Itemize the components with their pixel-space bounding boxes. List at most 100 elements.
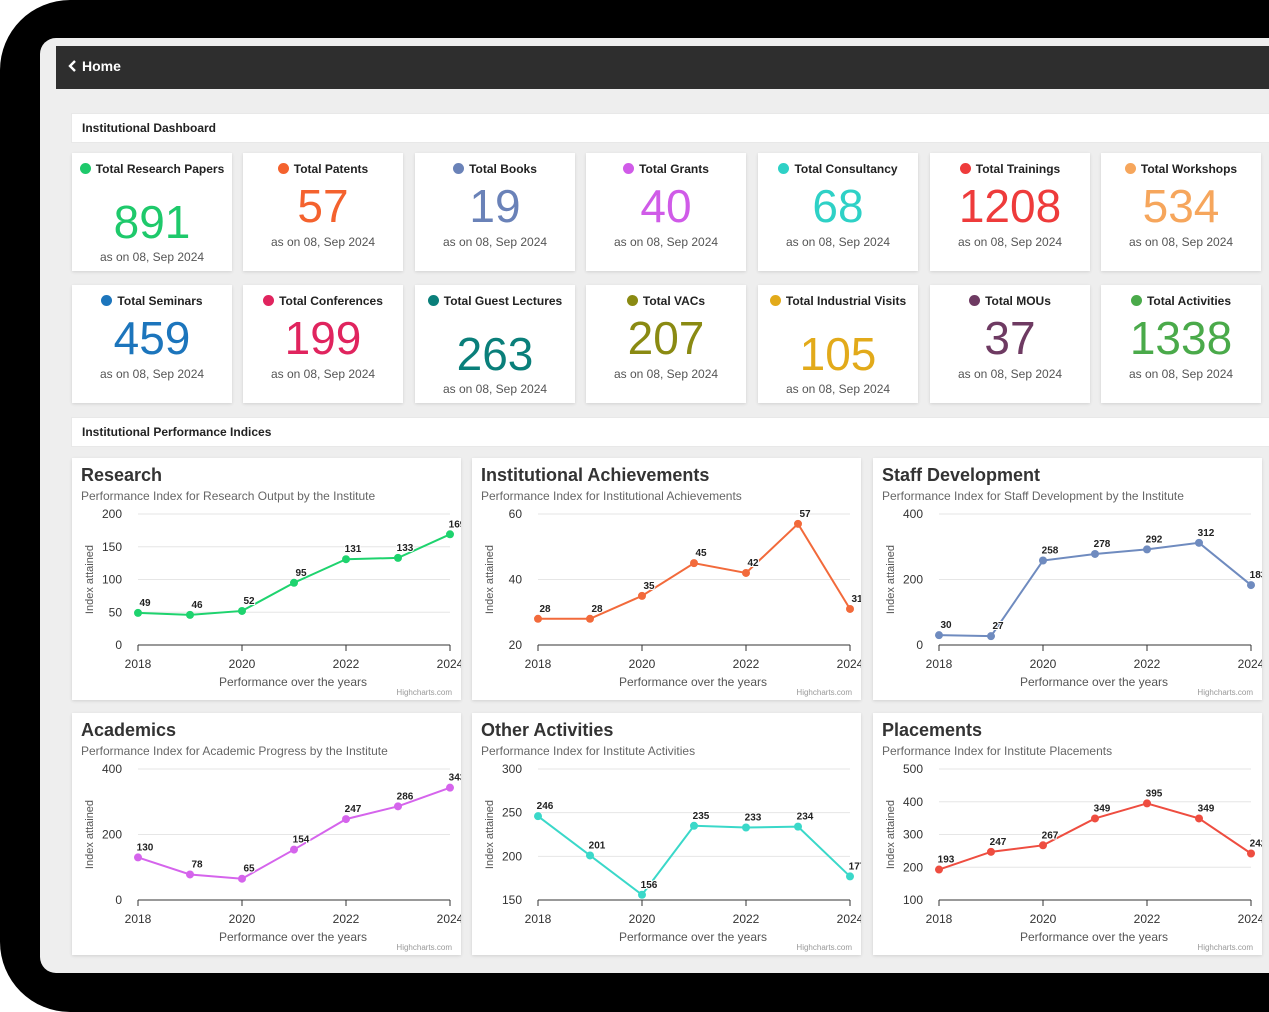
data-point[interactable] — [342, 555, 350, 564]
chart-card[interactable]: 150 200 250 300 2018 2020 2022 2024 Performance … — [472, 713, 861, 955]
data-point[interactable] — [935, 631, 943, 640]
stat-label-text: Total Grants — [639, 162, 709, 176]
data-point[interactable] — [690, 821, 698, 830]
stat-card[interactable]: Total Trainings 1208 as on 08, Sep 2024 — [930, 153, 1090, 271]
data-point[interactable] — [586, 851, 594, 860]
chart-title: Placements — [882, 720, 983, 740]
stat-card[interactable]: Total Books 19 as on 08, Sep 2024 — [415, 153, 575, 271]
data-point[interactable] — [1143, 799, 1151, 808]
stat-card[interactable]: Total Industrial Visits 105 as on 08, Sep … — [758, 285, 918, 403]
chart-credit[interactable]: Highcharts.com — [396, 688, 452, 697]
data-point[interactable] — [134, 853, 142, 862]
data-point[interactable] — [846, 872, 854, 881]
data-point[interactable] — [1195, 814, 1203, 823]
stat-date: as on 08, Sep 2024 — [99, 250, 205, 264]
chart-card[interactable]: 0 200 400 2018 2020 2022 2024 Performance over … — [873, 458, 1262, 700]
line-chart: 0 200 400 2018 2020 2022 2024 Performance over … — [885, 507, 1262, 689]
chart-credit[interactable]: Highcharts.com — [796, 688, 852, 697]
data-point[interactable] — [1247, 849, 1255, 858]
stat-value: 534 — [1142, 180, 1220, 232]
data-point[interactable] — [586, 614, 594, 623]
chart-credit[interactable]: Highcharts.com — [1197, 943, 1253, 952]
x-axis-label: Performance over the years — [1020, 930, 1168, 944]
y-tick-label: 150 — [502, 893, 522, 907]
stat-label-text: Total Activities — [1146, 294, 1232, 308]
chart-credit[interactable]: Highcharts.com — [796, 943, 852, 952]
chart-card[interactable]: 20 40 60 2018 2020 2022 2024 Performance over t… — [472, 458, 861, 700]
stat-card[interactable]: Total Consultancy 68 as on 08, Sep 2024 — [758, 153, 918, 271]
y-tick-label: 300 — [903, 828, 923, 842]
stat-card[interactable]: Total Research Papers 891 as on 08, Sep 20… — [72, 153, 232, 271]
data-point[interactable] — [534, 614, 542, 623]
data-point[interactable] — [794, 519, 802, 528]
x-tick-label: 2024 — [1238, 657, 1262, 671]
data-point[interactable] — [987, 632, 995, 641]
x-tick-label: 2020 — [229, 912, 256, 926]
chart-credit[interactable]: Highcharts.com — [1197, 688, 1253, 697]
data-point[interactable] — [534, 812, 542, 821]
x-axis-label: Performance over the years — [219, 930, 367, 944]
home-back-button[interactable]: Home — [68, 58, 121, 74]
data-point[interactable] — [446, 530, 454, 539]
data-point[interactable] — [1039, 841, 1047, 850]
data-point[interactable] — [742, 568, 750, 577]
data-point[interactable] — [1091, 549, 1099, 558]
stat-card[interactable]: Total Guest Lectures 263 as on 08, Sep 202… — [415, 285, 575, 403]
dot-icon — [453, 163, 465, 174]
data-point[interactable] — [1247, 581, 1255, 590]
data-point[interactable] — [394, 802, 402, 811]
data-point[interactable] — [1039, 556, 1047, 565]
x-tick-label: 2020 — [1030, 912, 1057, 926]
stat-card[interactable]: Total Conferences 199 as on 08, Sep 2024 — [243, 285, 403, 403]
data-point[interactable] — [134, 608, 142, 617]
data-point[interactable] — [290, 845, 298, 854]
data-point[interactable] — [846, 604, 854, 613]
chart-card[interactable]: 100 200 300 400 500 2018 2020 2022 2024 Performan… — [873, 713, 1262, 955]
stat-card[interactable]: Total Workshops 534 as on 08, Sep 2024 — [1101, 153, 1261, 271]
chart-card[interactable]: 0 50 100 150 200 2018 2020 2022 2024 Performance … — [72, 458, 461, 700]
stat-label-text: Total Trainings — [975, 162, 1061, 176]
stat-card[interactable]: Total Activities 1338 as on 08, Sep 2024 — [1101, 285, 1261, 403]
data-point[interactable] — [794, 822, 802, 831]
data-point[interactable] — [394, 553, 402, 562]
data-point[interactable] — [1091, 814, 1099, 823]
data-point[interactable] — [935, 865, 943, 874]
stat-date: as on 08, Sep 2024 — [1128, 235, 1234, 249]
data-label: 46 — [191, 600, 203, 611]
stat-card[interactable]: Total Patents 57 as on 08, Sep 2024 — [243, 153, 403, 271]
data-point[interactable] — [638, 890, 646, 899]
y-tick-label: 40 — [509, 573, 523, 587]
data-point[interactable] — [342, 815, 350, 824]
stat-date: as on 08, Sep 2024 — [613, 235, 719, 249]
data-point[interactable] — [238, 874, 246, 883]
data-point[interactable] — [742, 823, 750, 832]
stat-card[interactable]: Total VACs 207 as on 08, Sep 2024 — [586, 285, 746, 403]
data-point[interactable] — [1143, 545, 1151, 554]
chart-subtitle: Performance Index for Institutional Achi… — [481, 489, 742, 503]
data-point[interactable] — [290, 578, 298, 587]
data-point[interactable] — [987, 847, 995, 856]
stat-label-text: Total Conferences — [279, 294, 383, 308]
stat-date: as on 08, Sep 2024 — [785, 382, 891, 396]
y-tick-label: 0 — [916, 638, 923, 652]
data-point[interactable] — [186, 870, 194, 879]
stat-label: Total Patents — [247, 162, 399, 177]
y-tick-label: 300 — [502, 762, 522, 776]
data-label: 28 — [591, 604, 603, 615]
data-point[interactable] — [238, 606, 246, 615]
chart-card[interactable]: 0 200 400 2018 2020 2022 2024 Performance over … — [72, 713, 461, 955]
chart-title: Academics — [81, 720, 177, 740]
data-point[interactable] — [690, 559, 698, 568]
stat-card[interactable]: Total Seminars 459 as on 08, Sep 2024 — [72, 285, 232, 403]
data-point[interactable] — [638, 591, 646, 600]
stat-value: 891 — [113, 196, 191, 248]
stat-value: 263 — [456, 328, 534, 380]
stat-card[interactable]: Total MOUs 37 as on 08, Sep 2024 — [930, 285, 1090, 403]
y-tick-label: 200 — [102, 828, 122, 842]
data-point[interactable] — [446, 783, 454, 792]
stat-label-text: Total Books — [469, 162, 537, 176]
data-point[interactable] — [186, 610, 194, 619]
stat-card[interactable]: Total Grants 40 as on 08, Sep 2024 — [586, 153, 746, 271]
data-point[interactable] — [1195, 538, 1203, 547]
chart-credit[interactable]: Highcharts.com — [396, 943, 452, 952]
